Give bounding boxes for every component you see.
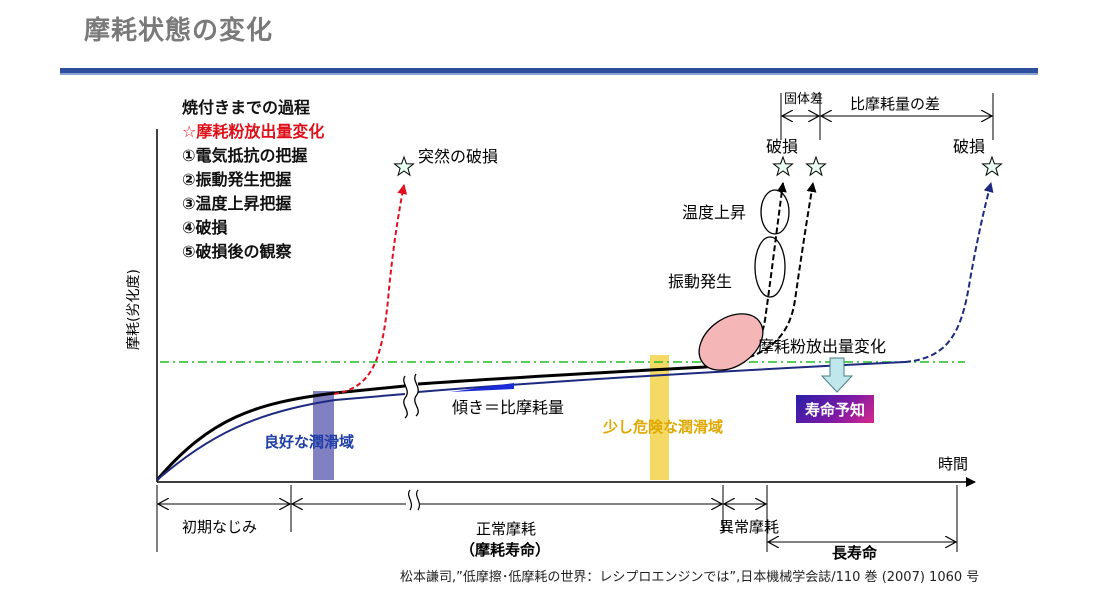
risky-lubrication-label: 少し危険な潤滑域 <box>602 418 723 436</box>
slope-label: 傾き＝比摩耗量 <box>452 398 564 417</box>
good-lubrication-label: 良好な潤滑域 <box>264 433 354 451</box>
failure-label-2: 破損 <box>953 137 985 156</box>
normal-phase-sublabel: （摩耗寿命） <box>460 541 550 559</box>
long-life-failure-curve <box>904 182 994 363</box>
step-item: ①電気抵抗の把握 <box>182 146 308 165</box>
y-axis-label: 摩耗(劣化度) <box>125 269 142 350</box>
vibration-label: 振動発生 <box>668 272 732 291</box>
individual-diff-label: 固体差 <box>784 92 823 107</box>
phase-break-gap <box>406 488 420 514</box>
risky-lubrication-zone <box>650 355 669 480</box>
star-icon <box>805 155 827 177</box>
normal-phase-label: 正常摩耗 <box>476 520 536 538</box>
phase-break-mark <box>407 489 413 511</box>
phase-break-mark <box>415 489 421 511</box>
wear-powder-change-label: 摩耗粉放出量変化 <box>758 337 886 356</box>
star-icon <box>981 155 1003 177</box>
wear-rate-diff-label: 比摩耗量の差 <box>850 95 940 113</box>
failure-curve-2 <box>739 182 817 361</box>
long-life-label: 長寿命 <box>832 544 878 562</box>
steps-highlight: ☆摩耗粉放出量変化 <box>182 122 325 141</box>
failure-label-1: 破損 <box>766 137 798 156</box>
temperature-ellipse <box>760 189 790 235</box>
prediction-arrow-icon <box>820 357 854 393</box>
page-title: 摩耗状態の変化 <box>84 16 274 46</box>
sudden-failure-label: 突然の破損 <box>418 147 498 166</box>
initial-phase-label: 初期なじみ <box>182 518 257 536</box>
step-item: ②振動発生把握 <box>182 170 292 189</box>
black-wear-curve <box>155 384 406 481</box>
title-divider <box>60 68 1038 75</box>
life-prediction-badge: 寿命予知 <box>796 395 874 423</box>
navy-wear-curve <box>156 393 406 481</box>
star-icon <box>772 155 794 177</box>
curve-break-mark <box>414 373 419 417</box>
vibration-ellipse <box>754 236 786 298</box>
curve-break-mark <box>403 375 408 419</box>
x-axis-label: 時間 <box>938 455 968 473</box>
navy-wear-curve-late <box>417 361 906 393</box>
steps-heading: 焼付きまでの過程 <box>182 98 311 117</box>
wear-powder-ellipse <box>698 313 764 371</box>
abnormal-phase-label: 異常摩耗 <box>719 518 779 536</box>
star-icon <box>393 155 415 177</box>
good-lubrication-zone <box>313 391 334 480</box>
step-item: ③温度上昇把握 <box>182 194 292 213</box>
sudden-failure-curve <box>333 184 408 395</box>
step-item: ④破損 <box>182 218 228 237</box>
slope-marker <box>450 383 514 392</box>
process-steps-list: 焼付きまでの過程 ☆摩耗粉放出量変化 ①電気抵抗の把握 ②振動発生把握 ③温度上… <box>182 96 324 264</box>
temperature-rise-label: 温度上昇 <box>682 203 746 222</box>
citation: 松本謙司,”低摩擦･低摩耗の世界：レシプロエンジンでは”,日本機械学会誌/110… <box>400 570 980 585</box>
step-item: ⑤破損後の観察 <box>182 242 292 261</box>
